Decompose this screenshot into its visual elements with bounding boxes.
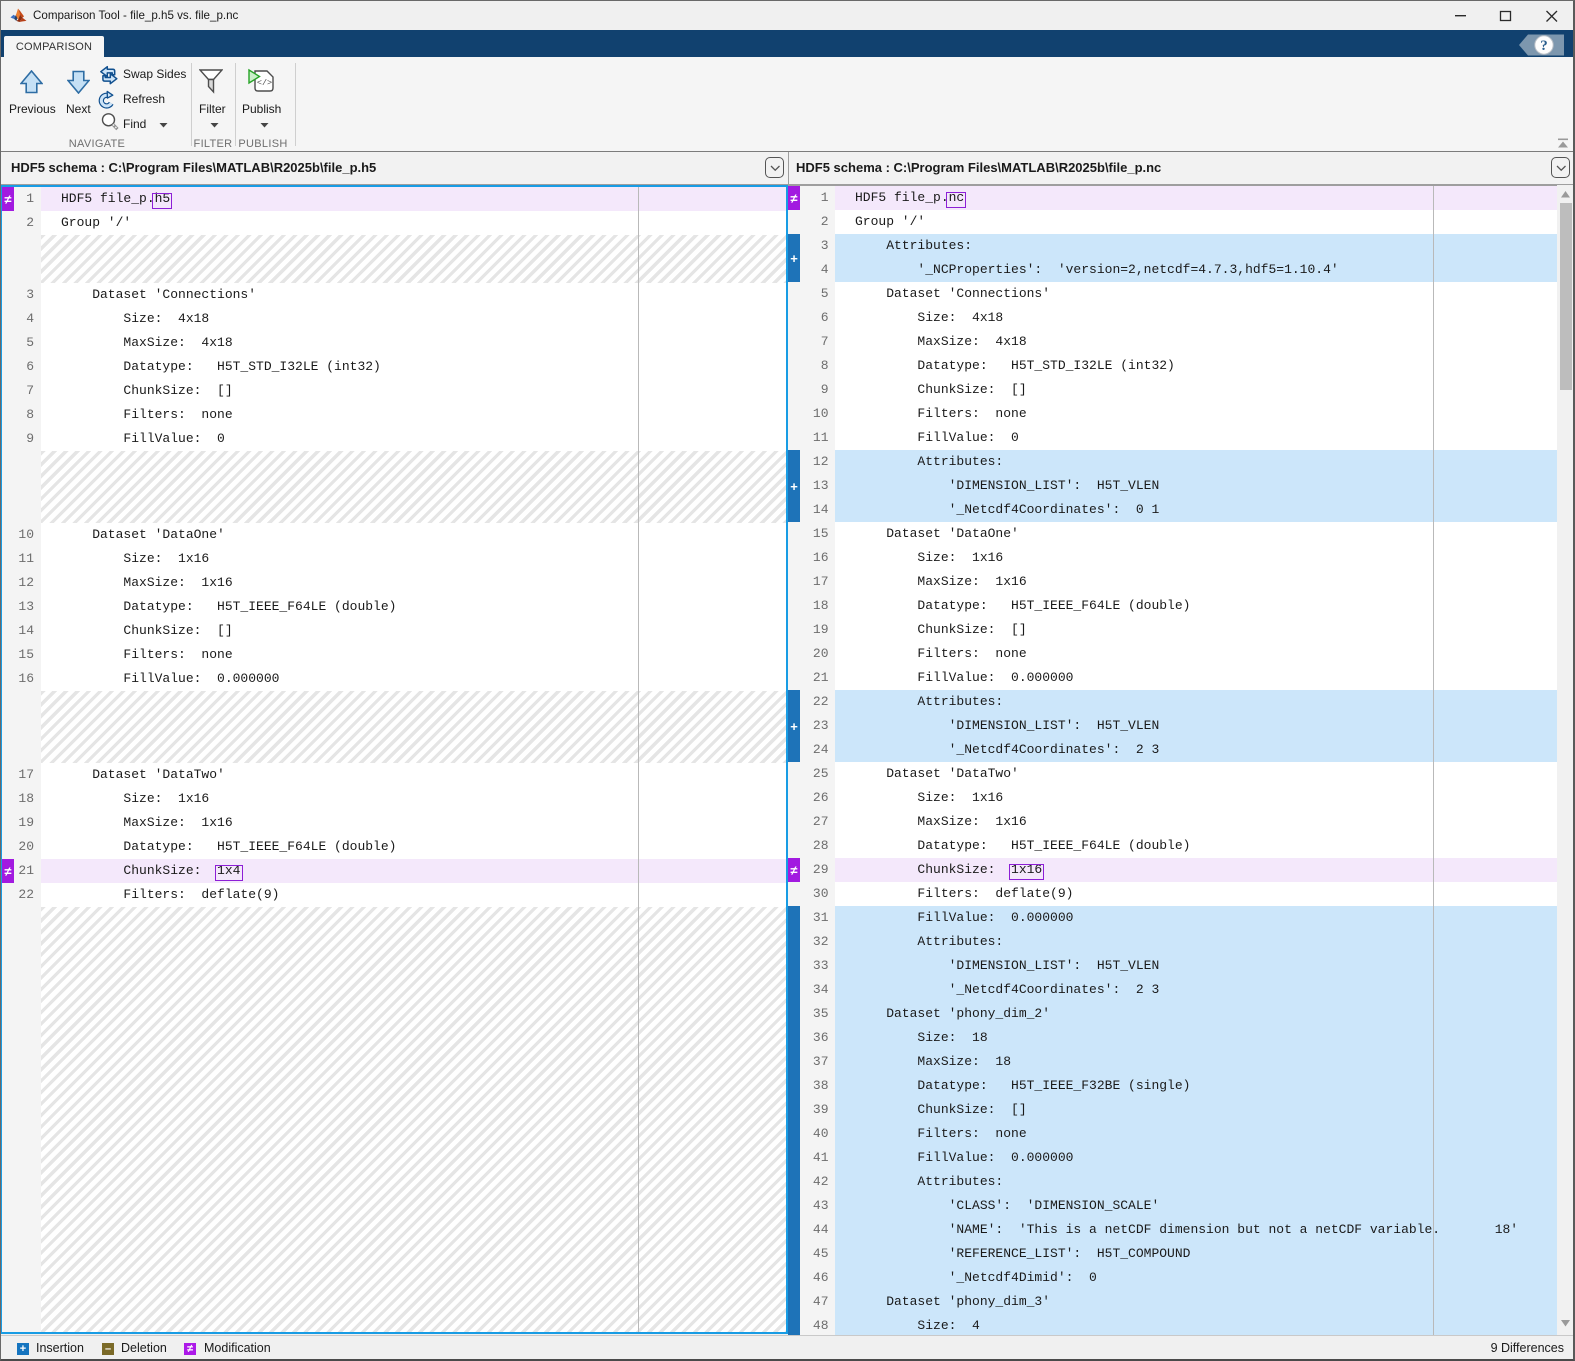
- svg-text:</>: </>: [257, 78, 272, 88]
- svg-text:?: ?: [1540, 38, 1548, 54]
